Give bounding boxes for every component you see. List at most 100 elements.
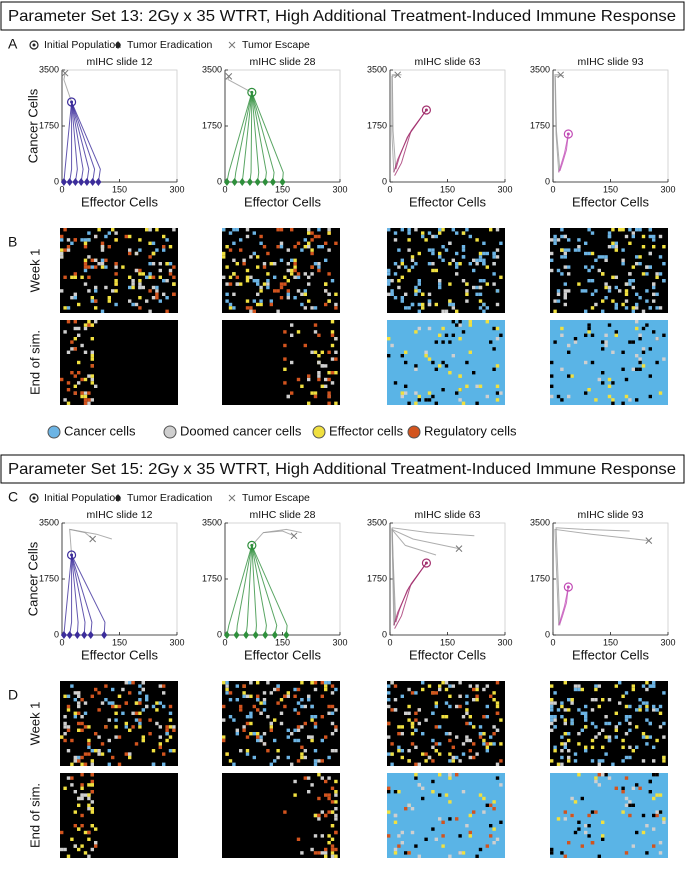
cell xyxy=(475,698,479,702)
cell xyxy=(111,704,115,709)
cell xyxy=(131,711,135,715)
cell xyxy=(652,285,656,290)
cell xyxy=(276,684,280,688)
cell xyxy=(320,694,324,698)
legend-swatch xyxy=(312,425,326,439)
cell xyxy=(495,704,500,709)
cell xyxy=(387,735,391,739)
cell xyxy=(590,306,595,310)
cell xyxy=(387,684,391,688)
cell xyxy=(560,333,564,337)
cell xyxy=(77,721,81,726)
cell xyxy=(400,228,404,232)
cell xyxy=(100,262,105,266)
cell xyxy=(404,265,408,269)
cell xyxy=(87,398,91,402)
cell xyxy=(407,401,411,405)
cell xyxy=(652,745,656,749)
map-background xyxy=(222,773,340,858)
cell xyxy=(303,704,307,709)
cell xyxy=(434,725,438,729)
initial-marker xyxy=(563,582,573,592)
cell xyxy=(553,749,557,753)
cell xyxy=(83,265,88,269)
cell xyxy=(631,234,635,239)
cell xyxy=(151,749,156,753)
x-tick-label: 0 xyxy=(387,184,392,194)
cell xyxy=(410,807,415,811)
marker-diamond xyxy=(243,631,250,639)
cell xyxy=(313,762,318,766)
cell xyxy=(245,721,250,726)
cell xyxy=(427,357,432,361)
legend-label: Initial Population xyxy=(44,492,121,504)
cell xyxy=(66,694,71,698)
cell xyxy=(438,279,442,283)
cell xyxy=(580,687,584,692)
cross-marker xyxy=(645,537,653,544)
cell xyxy=(590,759,595,763)
cell xyxy=(563,810,567,814)
cell xyxy=(232,272,236,276)
cell xyxy=(652,827,656,831)
initial-marker xyxy=(421,105,432,115)
diamond-marker xyxy=(246,178,253,186)
cell xyxy=(434,749,438,753)
cell xyxy=(138,701,142,705)
cell xyxy=(168,268,173,273)
cell xyxy=(621,228,625,232)
cell xyxy=(550,684,554,688)
cell xyxy=(310,251,314,256)
cell xyxy=(465,701,469,705)
cell xyxy=(645,735,649,739)
cell xyxy=(455,251,459,256)
x-tick-label: 150 xyxy=(112,184,127,194)
trajectory xyxy=(226,92,253,183)
cell xyxy=(645,742,649,746)
cell xyxy=(628,241,632,245)
cell xyxy=(141,708,145,712)
cell xyxy=(461,231,466,235)
cell xyxy=(387,786,391,790)
cell xyxy=(90,790,94,794)
cell xyxy=(90,258,94,262)
cell xyxy=(107,245,111,249)
cell xyxy=(556,817,561,821)
cell xyxy=(404,350,408,354)
cell xyxy=(158,725,162,729)
cell xyxy=(252,231,256,235)
marker-diamond xyxy=(233,631,240,639)
cell xyxy=(652,238,656,242)
cell xyxy=(232,306,236,310)
trajectory xyxy=(71,101,78,183)
cell xyxy=(597,268,601,273)
cell xyxy=(475,262,479,266)
cell xyxy=(334,687,338,692)
cell xyxy=(324,377,328,382)
cell xyxy=(387,810,391,814)
cell xyxy=(317,262,321,266)
cell xyxy=(168,704,173,709)
cell xyxy=(631,306,635,310)
cell xyxy=(631,231,635,235)
cell xyxy=(77,381,81,385)
cell xyxy=(151,251,156,256)
cell xyxy=(475,694,479,698)
cell xyxy=(390,752,394,756)
cell xyxy=(290,762,294,766)
cell xyxy=(286,262,290,266)
cell xyxy=(235,728,239,732)
cell xyxy=(151,704,156,709)
cell xyxy=(307,374,311,378)
cell xyxy=(148,228,152,232)
cell xyxy=(655,793,659,797)
cell xyxy=(495,776,500,780)
x-tick-label: 150 xyxy=(603,637,618,647)
marker-ring xyxy=(421,558,432,568)
diamond-marker xyxy=(271,631,278,639)
cell xyxy=(560,228,564,232)
marker-diamond xyxy=(60,631,67,639)
cell xyxy=(324,813,328,818)
cell xyxy=(431,262,435,266)
cell xyxy=(417,309,421,313)
